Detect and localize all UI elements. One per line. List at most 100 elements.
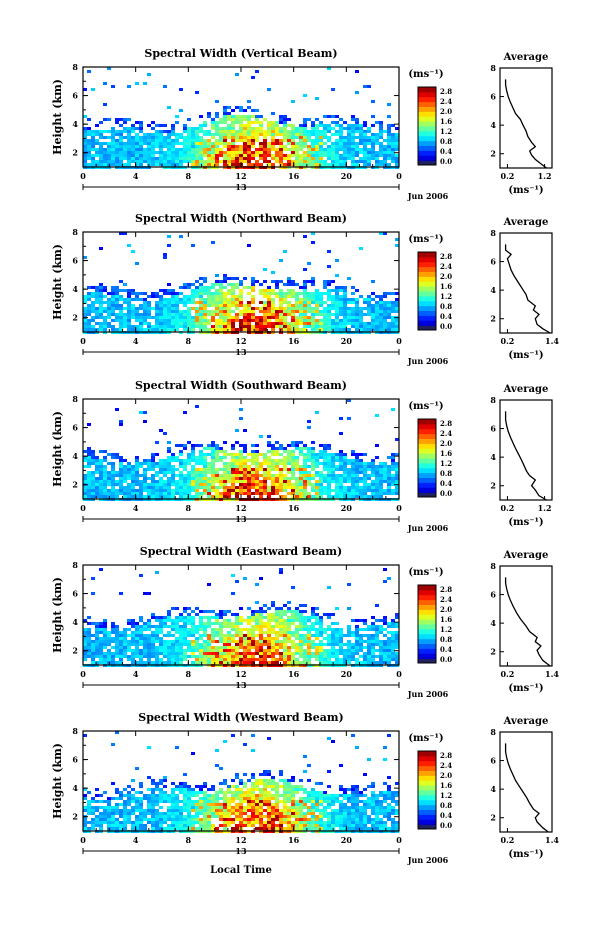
heatmap-cell — [279, 160, 283, 163]
heatmap-cell — [83, 456, 87, 459]
heatmap-cell — [219, 289, 223, 292]
heatmap-cell — [147, 145, 151, 148]
heatmap-cell — [375, 121, 379, 124]
heatmap-cell — [171, 322, 175, 325]
heatmap-cell — [363, 658, 367, 661]
heatmap-cell — [99, 160, 103, 163]
heatmap-cell — [263, 280, 267, 283]
heatmap-cell — [207, 483, 211, 486]
heatmap-cell — [343, 456, 347, 459]
colorbar-segment — [418, 487, 436, 493]
heatmap-cell — [175, 313, 179, 316]
heatmap-cell — [339, 492, 343, 495]
heatmap-cell — [251, 76, 255, 79]
heatmap-cell — [339, 652, 343, 655]
heatmap-cell — [139, 307, 143, 310]
heatmap-cell — [343, 289, 347, 292]
heatmap-cell — [123, 637, 127, 640]
heatmap-cell — [379, 655, 383, 658]
heatmap-cell — [231, 124, 235, 127]
heatmap-cell — [243, 286, 247, 289]
heatmap-cell — [267, 313, 271, 316]
heatmap-cell — [139, 474, 143, 477]
heatmap-cell — [215, 145, 219, 148]
heatmap-cell — [339, 163, 343, 166]
heatmap-cell — [355, 631, 359, 634]
heatmap-cell — [95, 625, 99, 628]
heatmap-cell — [215, 280, 219, 283]
heatmap-cell — [223, 136, 227, 139]
heatmap-cell — [271, 625, 275, 628]
heatmap-cell — [119, 646, 123, 649]
heatmap-cell — [251, 157, 255, 160]
heatmap-cell — [91, 640, 95, 643]
heatmap-cell — [211, 456, 215, 459]
heatmap-cell — [211, 462, 215, 465]
heatmap-cell — [91, 492, 95, 495]
heatmap-cell — [111, 148, 115, 151]
heatmap-cell — [339, 417, 343, 420]
heatmap-cell — [119, 477, 123, 480]
heatmap-cell — [175, 142, 179, 145]
heatmap-cell — [295, 154, 299, 157]
heatmap-cell — [307, 310, 311, 313]
heatmap-cell — [219, 121, 223, 124]
heatmap-cell — [163, 480, 167, 483]
heatmap-cell — [203, 280, 207, 283]
heatmap-cell — [115, 121, 119, 124]
heatmap-cell — [147, 468, 151, 471]
heatmap-cell — [227, 492, 231, 495]
heatmap-cell — [115, 637, 119, 640]
heatmap-cell — [99, 483, 103, 486]
heatmap-cell — [135, 459, 139, 462]
heatmap-cell — [171, 319, 175, 322]
heatmap-cell — [271, 468, 275, 471]
heatmap-cell — [271, 142, 275, 145]
heatmap-cell — [267, 286, 271, 289]
heatmap-cell — [103, 286, 107, 289]
colorbar-tick-label: 1.6 — [440, 282, 452, 291]
heatmap-cell — [95, 631, 99, 634]
heatmap-cell — [323, 450, 327, 453]
heatmap-cell — [223, 277, 227, 280]
heatmap-cell — [139, 652, 143, 655]
heatmap-cell — [359, 480, 363, 483]
heatmap-cell — [371, 643, 375, 646]
heatmap-cell — [243, 133, 247, 136]
heatmap-cell — [383, 465, 387, 468]
heatmap-cell — [203, 643, 207, 646]
heatmap-cell — [339, 468, 343, 471]
heatmap-cell — [255, 652, 259, 655]
heatmap-cell — [279, 310, 283, 313]
heatmap-cell — [299, 492, 303, 495]
heatmap-cell — [363, 142, 367, 145]
heatmap-cell — [319, 483, 323, 486]
heatmap-cell — [207, 301, 211, 304]
heatmap-cell — [231, 477, 235, 480]
heatmap-cell — [143, 148, 147, 151]
heatmap-cell — [107, 637, 111, 640]
heatmap-cell — [375, 619, 379, 622]
heatmap-cell — [335, 456, 339, 459]
heatmap-cell — [127, 658, 131, 661]
heatmap-cell — [303, 310, 307, 313]
heatmap-cell — [255, 616, 259, 619]
heatmap-cell — [111, 313, 115, 316]
heatmap-cell — [243, 118, 247, 121]
heatmap-cell — [275, 151, 279, 154]
heatmap-cell — [371, 652, 375, 655]
heatmap-cell — [303, 622, 307, 625]
heatmap-cell — [159, 142, 163, 145]
heatmap-cell — [351, 450, 355, 453]
heatmap-cell — [347, 643, 351, 646]
heatmap-cell — [147, 465, 151, 468]
heatmap-cell — [235, 640, 239, 643]
heatmap-cell — [199, 646, 203, 649]
heatmap-cell — [303, 649, 307, 652]
colorbar-segment — [418, 126, 436, 132]
heatmap-cell — [127, 465, 131, 468]
heatmap-cell — [287, 649, 291, 652]
heatmap-cell — [335, 310, 339, 313]
profile-unit: (ms⁻¹) — [508, 517, 543, 528]
heatmap-cell — [319, 453, 323, 456]
